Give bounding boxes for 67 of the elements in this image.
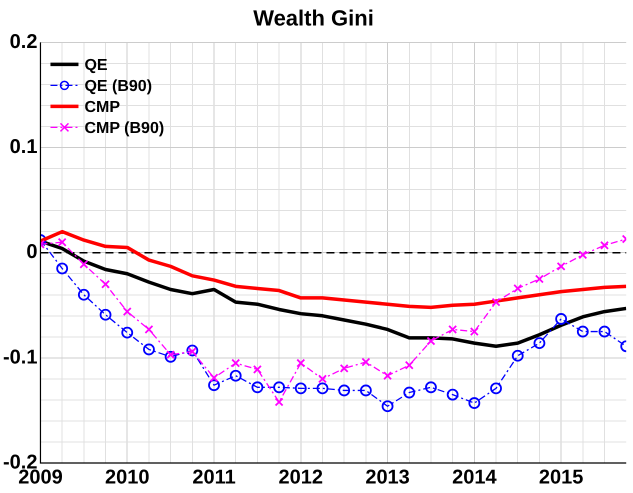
point <box>318 374 327 384</box>
point <box>188 347 197 356</box>
point <box>230 370 242 382</box>
point <box>578 250 588 260</box>
legend-label: CMP (B90) <box>84 120 164 137</box>
legend-label: QE <box>84 56 108 74</box>
point <box>121 326 134 339</box>
point <box>513 284 522 293</box>
point <box>446 388 459 401</box>
point <box>468 397 480 409</box>
point <box>78 288 90 301</box>
point <box>492 298 500 307</box>
point <box>576 326 589 338</box>
legend-label: CMP <box>84 98 120 116</box>
point <box>166 350 176 360</box>
y-tick-label: -0.1 <box>2 346 38 368</box>
y-tick-label: 0 <box>26 241 38 264</box>
point <box>231 358 240 368</box>
point <box>208 379 220 392</box>
point <box>144 325 154 334</box>
point <box>360 384 372 396</box>
point <box>143 344 155 356</box>
point <box>58 238 67 247</box>
point <box>338 384 350 396</box>
point <box>555 313 568 325</box>
point <box>79 260 88 269</box>
point <box>534 337 546 350</box>
point <box>598 326 610 338</box>
point <box>600 240 609 250</box>
chart-title: Wealth Gini <box>253 5 374 30</box>
point <box>186 344 198 356</box>
point <box>425 381 437 394</box>
x-tick-label: 2013 <box>365 466 410 489</box>
point <box>556 262 566 271</box>
y-tick-label: 0.1 <box>10 136 38 158</box>
x-tick-label: 2014 <box>452 466 498 489</box>
point <box>383 371 392 380</box>
point <box>164 350 177 363</box>
point <box>294 382 307 394</box>
point <box>274 398 284 406</box>
point <box>101 280 110 289</box>
x-tick-label: 2015 <box>538 466 584 489</box>
point <box>56 262 68 274</box>
point <box>534 274 544 284</box>
point <box>404 360 414 370</box>
legend-label: QE (B90) <box>84 78 152 95</box>
point <box>273 381 285 394</box>
x-tick-label: 2011 <box>192 466 236 489</box>
point <box>403 386 416 398</box>
point <box>340 364 349 373</box>
point <box>382 400 394 412</box>
x-tick-label: 2010 <box>104 466 150 489</box>
point <box>361 358 370 366</box>
point <box>100 308 112 321</box>
point <box>316 382 328 394</box>
point <box>490 382 502 394</box>
point <box>210 373 218 382</box>
point <box>426 336 436 346</box>
point <box>470 327 479 336</box>
x-tick-label: 2012 <box>278 466 324 489</box>
point <box>122 307 132 316</box>
point <box>252 381 264 394</box>
point <box>296 358 306 368</box>
point <box>448 325 458 334</box>
point <box>252 364 262 374</box>
point <box>512 350 524 362</box>
y-tick-label: 0.2 <box>10 30 38 53</box>
